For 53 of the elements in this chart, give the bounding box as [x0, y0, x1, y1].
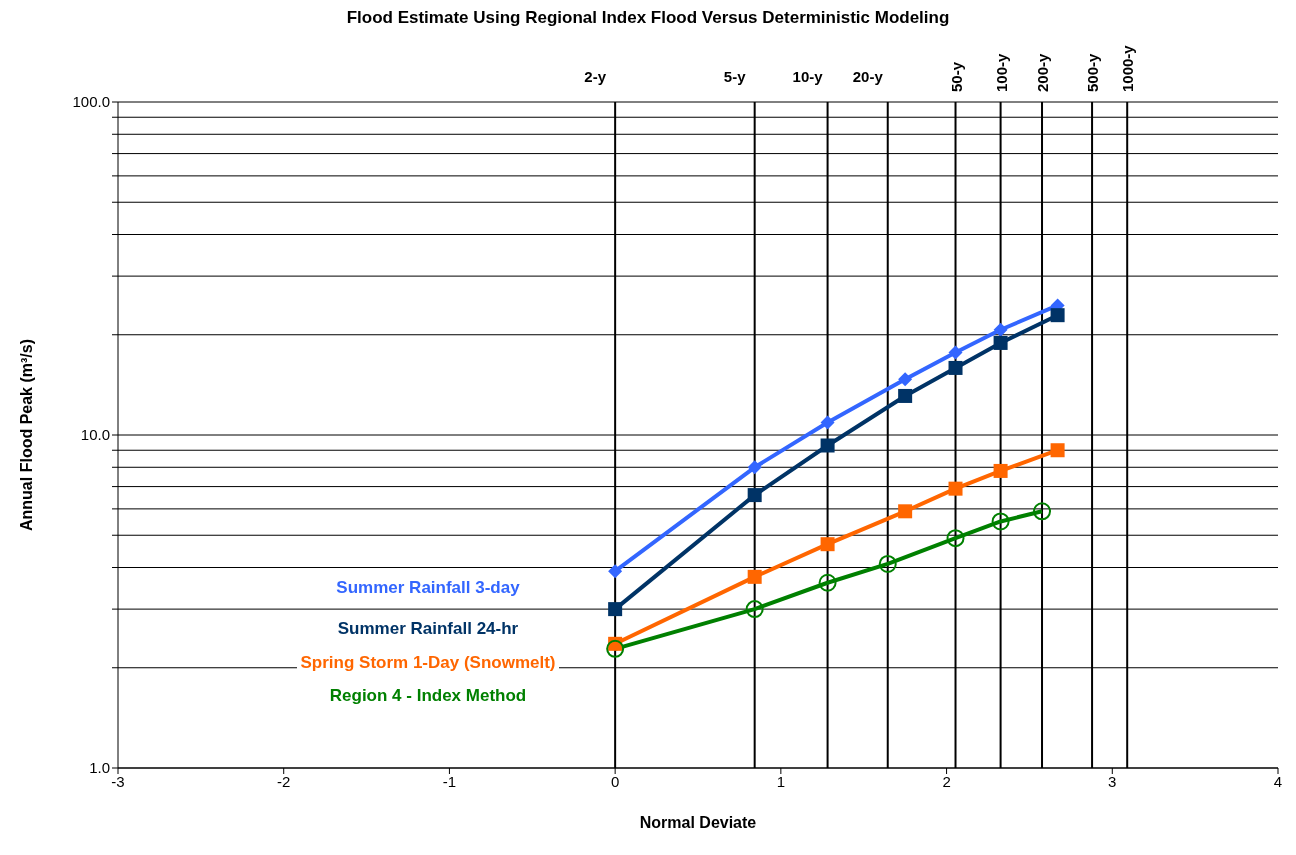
- point: [608, 602, 623, 617]
- point: [1033, 502, 1052, 521]
- point: [820, 415, 835, 430]
- y-tick-label: 100.0: [72, 93, 110, 111]
- point: [898, 388, 913, 403]
- point: [1050, 443, 1065, 458]
- ref-line-label: 500-y: [1084, 52, 1102, 92]
- point: [898, 372, 913, 387]
- x-tick-label: -3: [111, 772, 125, 790]
- ref-line-label: 50-y: [947, 61, 965, 92]
- text: Spring Storm 1-Day (Snowmelt): [297, 653, 559, 672]
- text: Summer Rainfall 3-day: [333, 578, 523, 597]
- ref-line-label: 5-y: [723, 68, 747, 85]
- point: [820, 537, 835, 552]
- point: [818, 573, 837, 592]
- x-tick-label: 1: [776, 772, 786, 790]
- point: [993, 335, 1008, 350]
- point: [747, 569, 762, 584]
- point: [948, 345, 963, 360]
- y-tick-label: 10.0: [80, 426, 110, 444]
- ref-line-label: 200-y: [1034, 52, 1052, 92]
- text: Summer Rainfall 24-hr: [334, 619, 522, 638]
- x-tick-label: 4: [1273, 772, 1283, 790]
- chart-title: Flood Estimate Using Regional Index Flood Versus Deterministic Modeling: [345, 8, 951, 28]
- point: [993, 463, 1008, 478]
- point: [948, 360, 963, 375]
- point: [608, 564, 623, 579]
- point: [1050, 308, 1065, 323]
- point: [991, 512, 1010, 531]
- x-tick-label: -1: [442, 772, 457, 790]
- point: [993, 322, 1008, 337]
- x-tick-label: 3: [1108, 772, 1117, 790]
- point: [747, 488, 762, 503]
- y-tick-label: 1.0: [89, 759, 110, 777]
- point: [948, 481, 963, 496]
- x-tick-label: -2: [277, 772, 291, 790]
- text: Region 4 - Index Method: [326, 686, 530, 705]
- point: [878, 554, 897, 573]
- point: [820, 438, 835, 453]
- y-axis-title: Annual Flood Peak (m³/s): [17, 338, 35, 532]
- ref-line-label: 100-y: [992, 52, 1010, 92]
- x-tick-label: 2: [942, 772, 951, 790]
- point: [745, 600, 764, 619]
- point: [946, 529, 965, 548]
- point: [606, 639, 625, 658]
- x-axis-title: Normal Deviate: [639, 814, 757, 831]
- ref-line-label: 20-y: [852, 68, 884, 85]
- ref-line-label: 2-y: [584, 68, 607, 85]
- ref-line-label: 1000-y: [1119, 44, 1137, 92]
- point: [898, 504, 913, 519]
- ref-line-label: 10-y: [792, 68, 824, 85]
- x-tick-label: 0: [610, 772, 620, 790]
- point: [747, 460, 762, 475]
